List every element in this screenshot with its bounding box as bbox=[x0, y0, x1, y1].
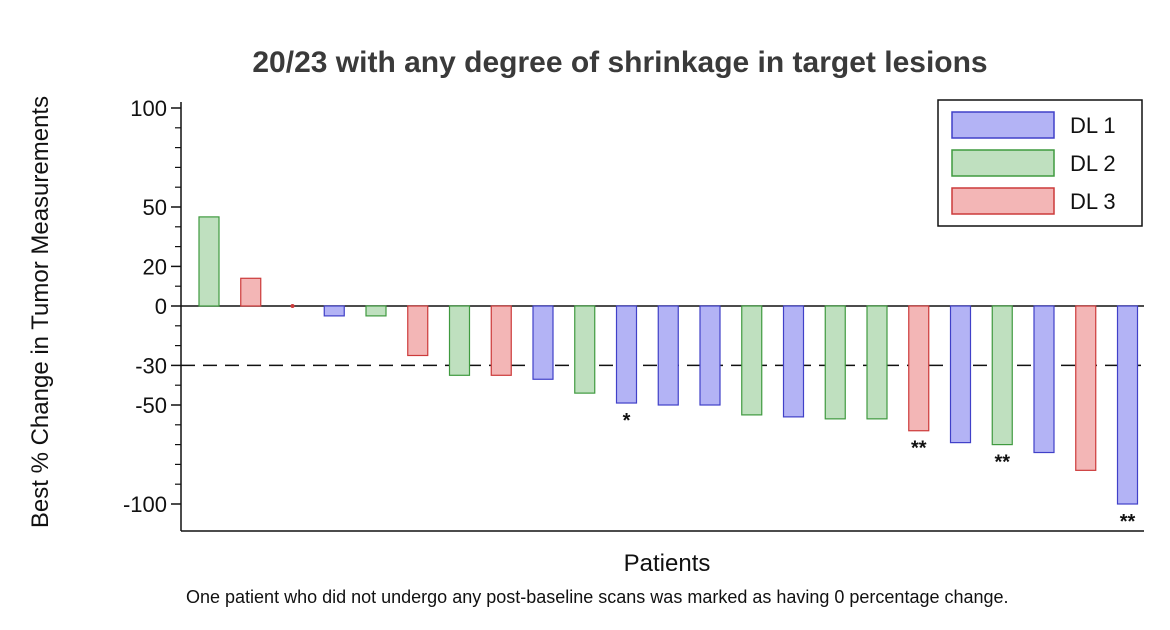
y-tick-label: -50 bbox=[135, 393, 167, 418]
bar bbox=[824, 305, 846, 420]
bar bbox=[615, 305, 638, 404]
bar-annotation: ** bbox=[911, 438, 927, 460]
y-tick-label: 50 bbox=[143, 195, 167, 220]
y-tick-label: -30 bbox=[135, 353, 167, 378]
bar bbox=[407, 305, 429, 357]
y-tick-label: -100 bbox=[123, 492, 167, 517]
bar bbox=[741, 305, 763, 416]
bar bbox=[574, 305, 596, 394]
bar-annotation: ** bbox=[1120, 511, 1136, 533]
bar bbox=[908, 305, 930, 432]
legend: DL 1 DL 2 DL 3 bbox=[937, 99, 1143, 227]
x-axis-label: Patients bbox=[624, 550, 711, 577]
y-tick-label: 20 bbox=[143, 254, 167, 279]
legend-label: DL 2 bbox=[1070, 151, 1116, 176]
bar bbox=[532, 305, 554, 380]
bars: ******* bbox=[198, 216, 1139, 533]
bar-zero-marker bbox=[290, 304, 295, 308]
bar bbox=[699, 305, 721, 406]
legend-swatch bbox=[951, 187, 1055, 215]
bar-annotation: * bbox=[623, 410, 631, 432]
bar bbox=[198, 216, 220, 307]
bar bbox=[1075, 305, 1097, 471]
legend-swatch bbox=[951, 149, 1055, 177]
y-tick-label: 100 bbox=[130, 96, 167, 121]
legend-label: DL 3 bbox=[1070, 189, 1116, 214]
bar bbox=[1033, 305, 1055, 454]
bar bbox=[657, 305, 679, 406]
bar bbox=[1116, 305, 1139, 505]
bar bbox=[448, 305, 471, 376]
bar bbox=[782, 305, 805, 418]
legend-swatch bbox=[951, 111, 1055, 139]
bar bbox=[949, 305, 972, 444]
bar bbox=[490, 305, 512, 376]
chart-title: 20/23 with any degree of shrinkage in ta… bbox=[252, 46, 987, 79]
bar bbox=[365, 305, 387, 317]
y-tick-label: 0 bbox=[155, 294, 167, 319]
bar bbox=[866, 305, 888, 420]
bar-annotation: ** bbox=[994, 452, 1010, 474]
legend-label: DL 1 bbox=[1070, 113, 1116, 138]
bar bbox=[240, 277, 262, 307]
y-axis-label: Best % Change in Tumor Measurements bbox=[27, 96, 54, 528]
footnote: One patient who did not undergo any post… bbox=[186, 587, 1009, 607]
bar bbox=[323, 305, 345, 317]
bar bbox=[991, 305, 1013, 446]
